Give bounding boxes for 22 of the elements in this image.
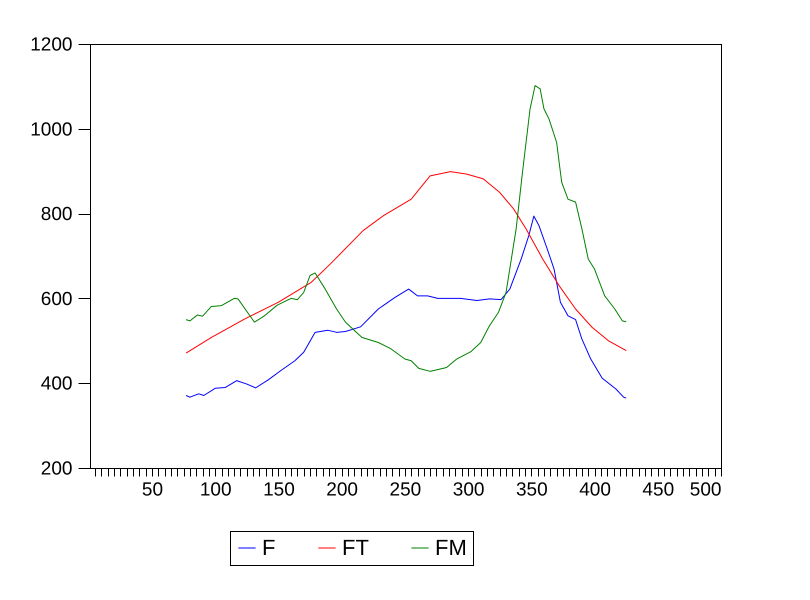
x-tick-label: 450	[642, 480, 674, 500]
y-tick-label: 800	[40, 204, 72, 226]
x-tick-label: 400	[579, 480, 611, 500]
y-tick-label: 600	[40, 288, 72, 310]
x-tick-label: 350	[516, 480, 548, 500]
x-tick-label: 50	[142, 480, 164, 500]
y-tick-label: 1200	[30, 34, 72, 56]
x-tick-label: 250	[390, 480, 422, 500]
line-series	[186, 216, 627, 399]
line-series	[186, 85, 627, 372]
x-tick-label: 150	[263, 480, 295, 500]
line-series	[186, 171, 627, 354]
legend-label: F	[262, 535, 276, 560]
x-tick-label: 100	[200, 480, 232, 500]
legend-label: FM	[435, 535, 467, 560]
x-tick-label: 500	[690, 480, 722, 500]
y-tick-label: 1000	[30, 119, 72, 140]
x-tick-label: 200	[326, 480, 358, 500]
x-tick-label: 300	[452, 480, 484, 500]
y-tick-label: 200	[40, 458, 72, 480]
legend-label: FT	[342, 535, 369, 560]
y-tick-label: 400	[40, 374, 72, 395]
